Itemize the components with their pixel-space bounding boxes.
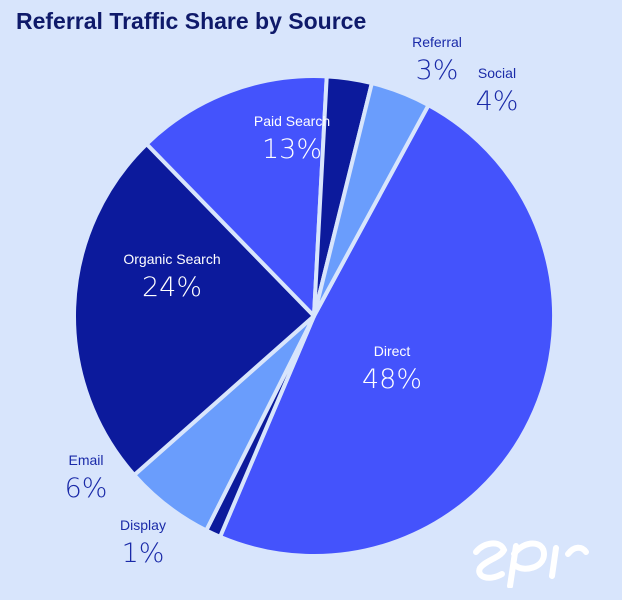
slice-value-paid-search: 13%: [262, 134, 322, 165]
pie-slice-social: [312, 81, 431, 318]
slice-label-paid-search: Paid Search: [254, 113, 330, 129]
slice-label-organic-search: Organic Search: [123, 251, 220, 267]
slice-value-social: 4%: [476, 86, 519, 117]
pie-slice-direct: [218, 103, 557, 558]
slice-label-referral: Referral: [412, 34, 462, 50]
slice-value-direct: 48%: [362, 364, 422, 395]
slice-label-social: Social: [478, 65, 516, 81]
slice-value-referral: 3%: [416, 55, 459, 86]
slice-value-display: 1%: [122, 538, 165, 569]
chart-title: Referral Traffic Share by Source: [16, 8, 367, 34]
slice-label-display: Display: [120, 517, 166, 533]
slice-value-email: 6%: [65, 473, 108, 504]
epi-logo-icon: [473, 540, 589, 588]
slice-value-organic-search: 24%: [142, 272, 202, 303]
pie-slice-organic-search: [72, 142, 316, 478]
pie-slice-paid-search: [144, 74, 329, 318]
slice-label-email: Email: [68, 452, 103, 468]
slice-label-direct: Direct: [374, 343, 411, 359]
